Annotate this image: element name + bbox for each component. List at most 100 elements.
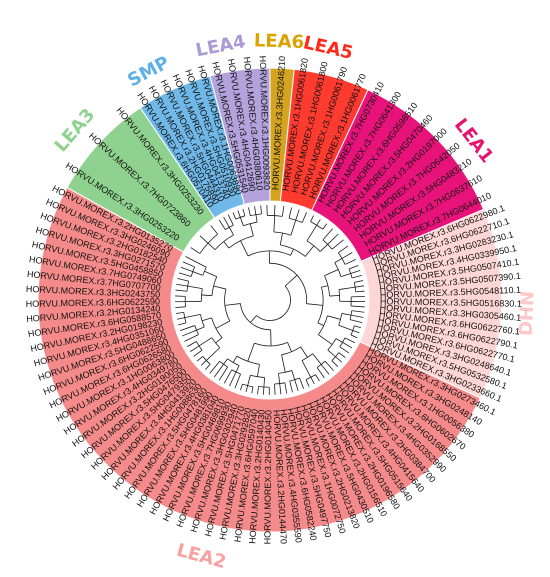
tree-branch (223, 241, 230, 249)
tree-branch (190, 345, 200, 352)
tree-branch (192, 271, 203, 276)
tree-branch (320, 364, 330, 375)
tree-branch (342, 342, 353, 349)
tree-branch (185, 256, 207, 268)
tree-branch (256, 285, 291, 321)
tree-branch (350, 305, 365, 308)
tree-branch (299, 377, 305, 389)
tree-branch (290, 219, 297, 236)
tree-branch (338, 324, 353, 331)
tree-branch (301, 360, 312, 378)
tree-branch (250, 315, 257, 323)
leaf-label: HORVU.MOREX.r3.2HG0140450 (262, 410, 273, 544)
tree-branch (322, 228, 334, 241)
tree-branch (184, 314, 201, 319)
tree-branch (182, 261, 195, 268)
leaf-label: HORVU.MOREX.r3.1HG0093820 (258, 56, 272, 191)
tree-branch (274, 205, 276, 216)
tree-branch (247, 375, 251, 386)
tree-branch (290, 248, 294, 256)
tree-branch (355, 285, 364, 288)
tree-branch (251, 386, 254, 394)
tree-branch (190, 247, 201, 254)
tree-branch (267, 215, 283, 217)
tree-branch (219, 360, 228, 368)
tree-branch (204, 270, 217, 277)
tree-branch (354, 280, 364, 283)
tree-branch (243, 221, 258, 227)
tree-branch (213, 285, 227, 290)
tree-branch (331, 239, 344, 250)
tree-branch (205, 364, 211, 370)
tree-branch (279, 383, 282, 395)
tree-branch (294, 379, 299, 391)
tree-branch (183, 312, 187, 323)
tree-branch (301, 212, 307, 223)
tree-branch (334, 258, 343, 263)
tree-branch (288, 207, 292, 219)
tree-branch (339, 346, 350, 354)
tree-branch (178, 272, 192, 277)
tree-branch (224, 303, 241, 306)
group-label-lea1: LEA1 (450, 115, 497, 168)
tree-branch (224, 288, 231, 322)
tree-branch (200, 314, 205, 328)
tree-branch (327, 349, 336, 358)
tree-branch (306, 303, 323, 306)
tree-branch (178, 322, 187, 326)
tree-branch (229, 371, 237, 387)
tree-branch (351, 295, 365, 298)
tree-branches (175, 205, 365, 396)
tree-branch (301, 353, 313, 361)
tree-branch (215, 337, 223, 344)
tree-branch (348, 264, 359, 270)
tree-branch (199, 235, 209, 244)
tree-branch (193, 349, 203, 357)
tree-branch (316, 367, 325, 379)
tree-branch (223, 216, 230, 228)
tree-branch (248, 207, 251, 216)
tree-branch (305, 379, 310, 387)
tree-branch (179, 325, 195, 331)
tree-branch (352, 330, 360, 334)
tree-branch (237, 210, 241, 218)
tree-branch (327, 315, 341, 320)
tree-branch (232, 355, 238, 363)
tree-branch (273, 215, 276, 233)
tree-branch (338, 252, 346, 265)
tree-branch (304, 245, 315, 257)
tree-branch (260, 205, 262, 214)
tree-branch (335, 338, 343, 343)
tree-branch (218, 219, 226, 230)
tree-branch (351, 275, 362, 279)
group-label-lea6: LEA6 (254, 30, 305, 53)
tree-branch (242, 383, 254, 388)
tree-branch (176, 317, 185, 320)
tree-branch (289, 377, 300, 382)
tree-branch (341, 252, 353, 259)
tree-branch (312, 353, 322, 365)
tree-branch (327, 233, 339, 245)
tree-branch (281, 205, 285, 217)
tree-branch (350, 314, 364, 318)
tree-branch (257, 364, 260, 377)
tree-branch (318, 334, 333, 345)
tree-branch (227, 358, 240, 366)
tree-branch (200, 360, 207, 366)
tree-branch (175, 306, 186, 309)
tree-branch (180, 266, 193, 273)
tree-branch (202, 356, 211, 365)
tree-branch (196, 326, 205, 331)
tree-branch (340, 273, 351, 278)
tree-branch (295, 209, 300, 221)
tree-branch (190, 266, 196, 277)
tree-branch (242, 208, 246, 216)
tree-branch (324, 269, 339, 276)
tree-branch (207, 242, 216, 250)
group-sectors (37, 67, 503, 533)
tree-branch (214, 364, 224, 378)
tree-branch (355, 290, 365, 293)
tree-branch (331, 360, 339, 367)
tree-branch (278, 373, 281, 384)
